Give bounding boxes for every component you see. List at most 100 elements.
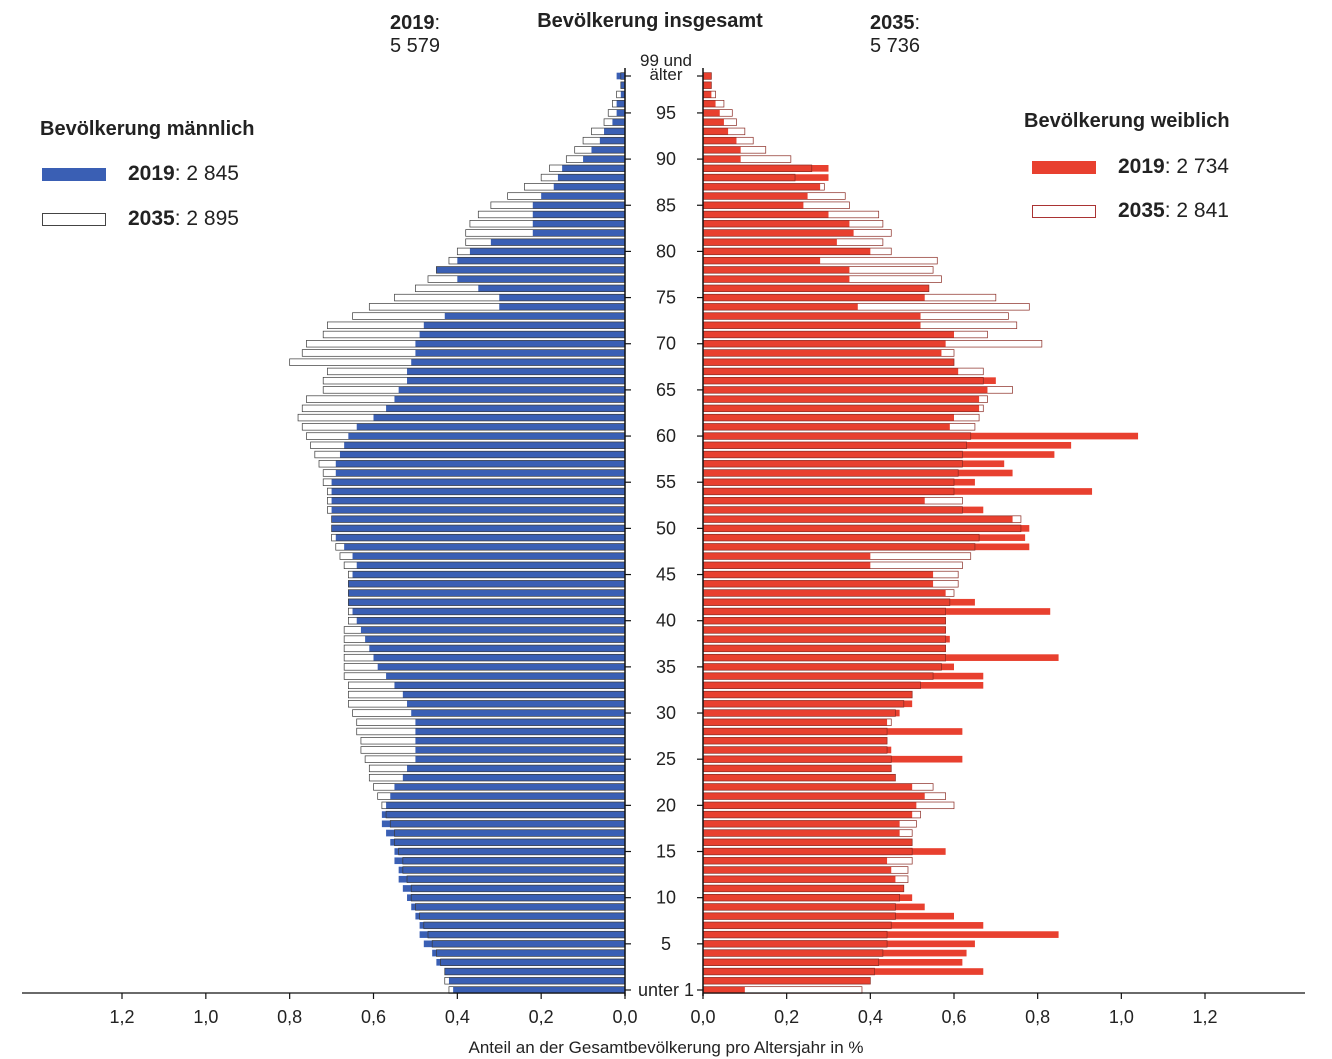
bar-female-2019: [703, 72, 712, 80]
bar-female-2019: [703, 377, 996, 384]
bar-male-2019: [390, 792, 625, 800]
legend-value: 2 841: [1176, 199, 1229, 222]
legend-female-title: Bevölkerung weiblich: [1024, 110, 1230, 132]
bar-female-2019: [703, 285, 929, 292]
bar-female-2019: [703, 312, 921, 320]
bar-female-2019: [703, 395, 980, 403]
x-tick-label: 0,6: [941, 1007, 966, 1027]
age-label: 35: [656, 657, 676, 677]
bar-male-2019: [407, 894, 625, 901]
bar-female-2019: [703, 137, 737, 144]
bar-male-2019: [448, 977, 625, 985]
legend-swatch-female-2019: [1032, 160, 1096, 174]
age-label: 75: [656, 288, 676, 308]
age-label: 70: [656, 334, 676, 354]
age-label: 85: [656, 195, 676, 215]
bar-female-2019: [703, 783, 913, 791]
age-label: unter 1: [638, 980, 694, 1000]
bar-male-2019: [620, 91, 625, 98]
age-label: 55: [656, 472, 676, 492]
bar-female-2019: [703, 792, 925, 800]
bar-male-2019: [453, 986, 625, 994]
bar-male-2019: [407, 377, 625, 384]
bar-female-2019: [703, 608, 1051, 615]
bar-male-2019: [407, 700, 625, 708]
x-tick-label: 0,2: [774, 1007, 799, 1027]
bar-male-2019: [331, 497, 625, 505]
bar-male-2019: [419, 931, 625, 938]
bar-female-2019: [703, 857, 888, 865]
bar-male-2019: [386, 405, 625, 412]
legend-swatch-male-2019: [42, 167, 106, 181]
bar-male-2019: [432, 949, 625, 957]
bar-male-2019: [490, 238, 625, 246]
bar-female-2019: [703, 737, 888, 745]
age-label: 80: [656, 241, 676, 261]
legend-value: 2 845: [186, 162, 239, 185]
bar-female-2019: [703, 986, 745, 994]
bar-male-2019: [415, 718, 625, 726]
bar-female-2019: [703, 478, 975, 486]
header-right-value: 5 736: [869, 35, 921, 57]
bar-male-2019: [373, 654, 625, 661]
bar-male-2019: [415, 737, 625, 745]
bar-male-2019: [348, 432, 625, 440]
bar-female-2019: [703, 423, 950, 431]
bar-female-2019: [703, 248, 871, 255]
bar-female-2019: [703, 765, 892, 772]
bar-male-2019: [386, 829, 625, 837]
bar-male-2019: [499, 294, 625, 301]
bar-male-2019: [604, 128, 625, 135]
age-label: 90: [656, 149, 676, 169]
bar-female-2019: [703, 488, 1093, 495]
age-label: 25: [656, 749, 676, 769]
legend-year: 2035: [1118, 199, 1165, 222]
bar-female-2019: [703, 598, 975, 606]
bar-female-2019: [703, 885, 904, 892]
bar-male-2019: [339, 451, 625, 458]
bar-female-2019: [703, 303, 858, 311]
bar-male-2019: [423, 321, 625, 329]
bar-female-2019: [703, 829, 900, 837]
header-right-2035: 2035: 5 736: [860, 12, 930, 58]
x-tick-label: 0,4: [858, 1007, 883, 1027]
bar-female-2019: [703, 589, 946, 597]
bar-male-2019: [415, 746, 625, 754]
bar-female-2019: [703, 515, 1013, 523]
age-label: 30: [656, 703, 676, 723]
bar-female-2019: [703, 746, 892, 754]
age-label: 10: [656, 888, 676, 908]
bar-male-2019: [344, 441, 625, 449]
bar-male-2019: [411, 358, 625, 366]
bar-male-2019: [469, 248, 625, 255]
bar-female-2019: [703, 460, 1005, 468]
bar-female-2019: [703, 654, 1059, 661]
bar-female-2019: [703, 368, 959, 375]
age-label: 15: [656, 842, 676, 862]
bar-female-2019: [703, 922, 984, 929]
bar-female-2019: [703, 183, 821, 191]
x-tick-label: 0,4: [445, 1007, 470, 1027]
bar-female-2019: [703, 728, 963, 735]
bar-male-2019: [381, 820, 625, 828]
bar-male-2019: [352, 608, 625, 615]
bar-male-2019: [331, 478, 625, 486]
bar-female-2019: [703, 506, 984, 514]
bar-male-2019: [394, 395, 625, 403]
bar-male-2019: [436, 266, 626, 274]
bar-female-2019: [703, 174, 829, 181]
x-axis-label: Anteil an der Gesamtbevölkerung pro Alte…: [469, 1038, 864, 1057]
header-right-year: 2035: [869, 12, 915, 34]
bar-female-2019: [703, 552, 871, 560]
bar-male-2019: [331, 515, 625, 523]
legend-male-title: Bevölkerung männlich: [40, 118, 255, 140]
bar-female-2019: [703, 451, 1055, 458]
bar-female-2019: [703, 118, 724, 126]
bar-male-2019: [616, 100, 625, 108]
bar-female-2019: [703, 802, 917, 809]
bar-female-2019: [703, 358, 954, 366]
bar-female-2019: [703, 875, 896, 883]
bar-male-2019: [356, 617, 625, 625]
legend-male-2035: 2035: 2 895: [42, 207, 239, 231]
bar-male-2019: [411, 903, 625, 911]
